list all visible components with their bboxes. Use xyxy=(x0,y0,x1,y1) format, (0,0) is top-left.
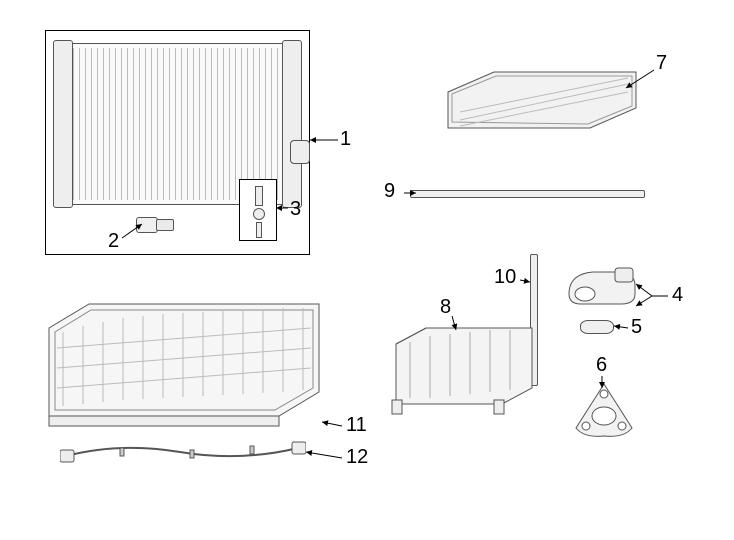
callout-11: 11 xyxy=(346,414,367,437)
callout-10: 10 xyxy=(494,266,516,289)
callout-2: 2 xyxy=(108,230,119,253)
callout-9: 9 xyxy=(384,180,395,203)
callout-3: 3 xyxy=(290,198,301,221)
diagram-canvas: 1 2 3 4 5 6 7 8 9 10 11 12 xyxy=(0,0,734,540)
callout-7: 7 xyxy=(656,52,667,75)
callout-1: 1 xyxy=(340,128,351,151)
callout-12: 12 xyxy=(346,446,368,469)
callout-4: 4 xyxy=(672,284,683,307)
callout-5: 5 xyxy=(631,316,642,339)
callout-8: 8 xyxy=(440,296,451,319)
callout-6: 6 xyxy=(596,354,607,377)
